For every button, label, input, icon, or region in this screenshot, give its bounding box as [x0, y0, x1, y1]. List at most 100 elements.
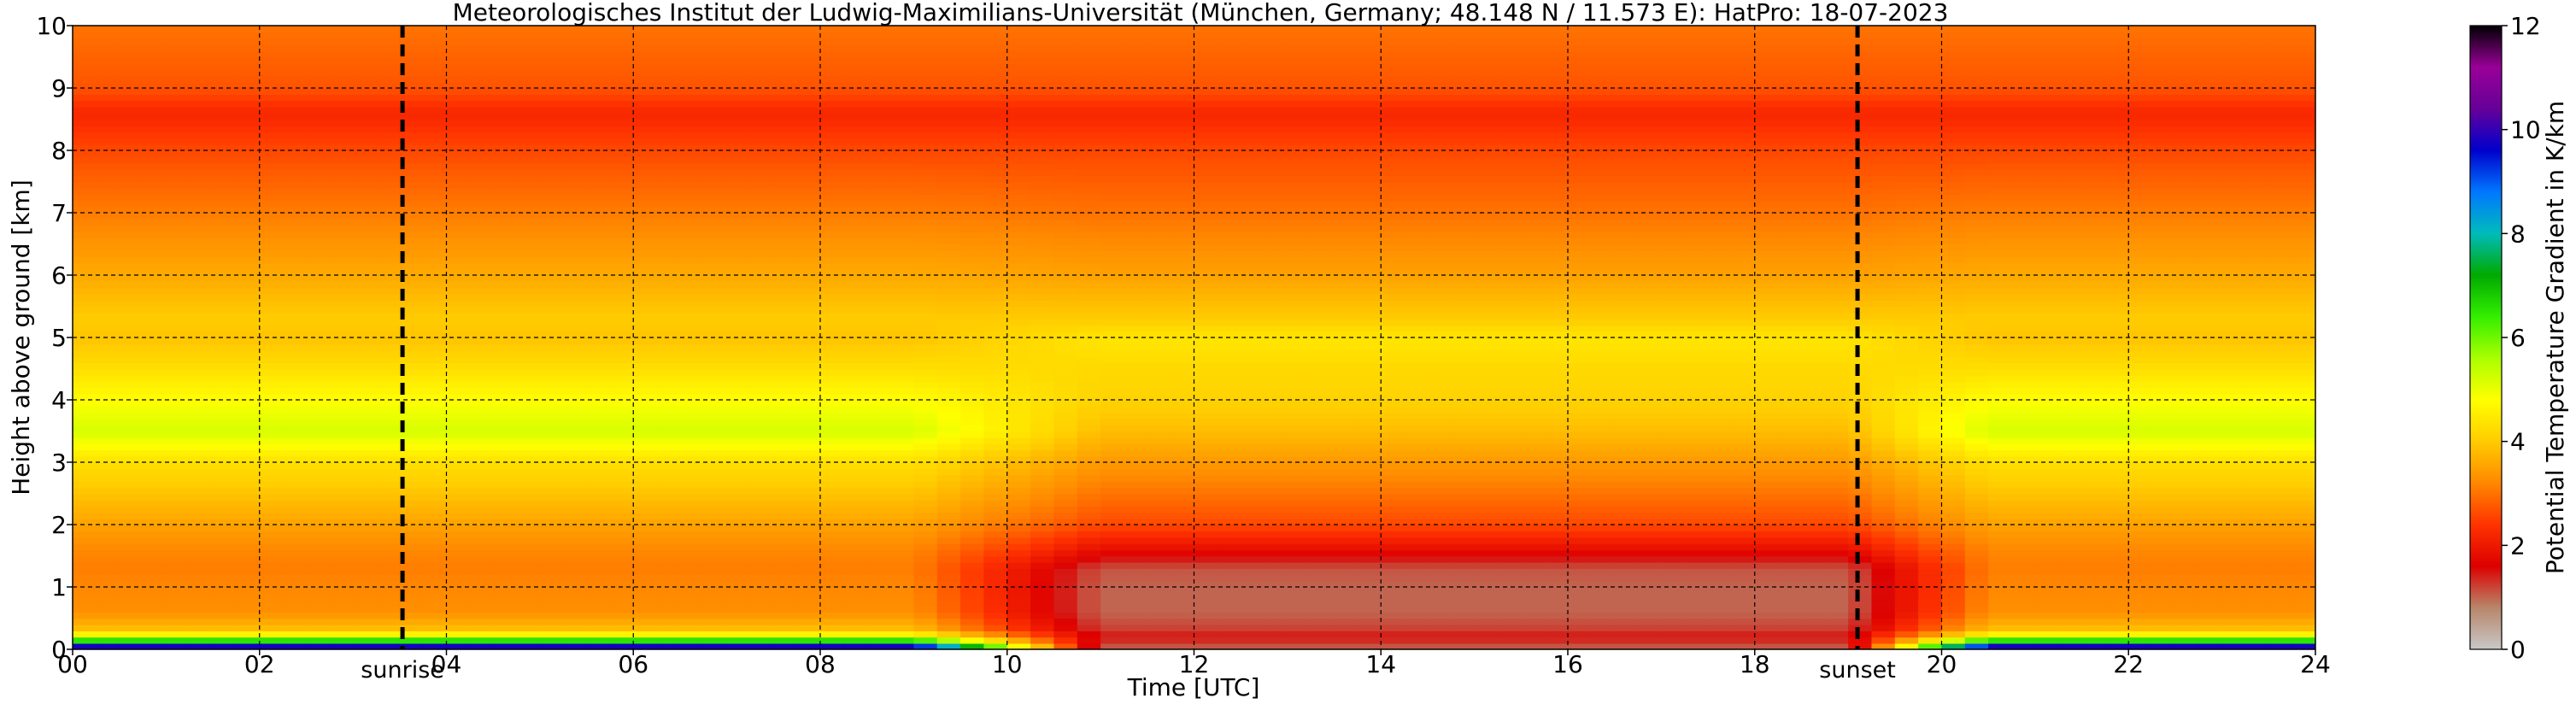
heatmap-cell — [353, 100, 378, 108]
heatmap-cell — [329, 268, 354, 276]
heatmap-cell — [633, 293, 658, 301]
heatmap-cell — [539, 555, 565, 563]
heatmap-cell — [353, 187, 378, 195]
heatmap-cell — [890, 88, 915, 96]
heatmap-cell — [1147, 138, 1171, 145]
heatmap-cell — [1030, 75, 1055, 83]
heatmap-cell — [1030, 362, 1055, 370]
heatmap-cell — [1124, 462, 1148, 470]
heatmap-cell — [633, 580, 658, 588]
heatmap-cell — [1217, 337, 1241, 345]
heatmap-cell — [423, 543, 448, 550]
heatmap-cell — [703, 94, 728, 102]
heatmap-cell — [609, 181, 635, 189]
heatmap-cell — [609, 275, 635, 283]
heatmap-cell — [446, 26, 471, 33]
heatmap-cell — [119, 349, 144, 357]
heatmap-cell — [236, 175, 261, 183]
heatmap-cell — [399, 243, 424, 251]
heatmap-cell — [866, 393, 891, 401]
heatmap-cell — [73, 574, 97, 582]
heatmap-cell — [843, 275, 868, 283]
heatmap-cell — [703, 238, 728, 245]
heatmap-cell — [656, 574, 681, 582]
heatmap-cell — [679, 94, 705, 102]
heatmap-cell — [726, 343, 751, 351]
heatmap-cell — [119, 525, 144, 532]
heatmap-cell — [73, 200, 97, 208]
heatmap-cell — [73, 468, 97, 476]
heatmap-cell — [143, 387, 167, 395]
heatmap-cell — [166, 431, 191, 438]
heatmap-cell — [259, 431, 284, 438]
heatmap-cell — [423, 168, 448, 176]
heatmap-cell — [703, 406, 728, 414]
heatmap-cell — [236, 431, 261, 438]
heatmap-cell — [890, 213, 915, 220]
heatmap-cell — [1030, 381, 1055, 389]
heatmap-cell — [306, 69, 331, 77]
heatmap-cell — [586, 531, 611, 538]
heatmap-cell — [960, 468, 985, 476]
heatmap-cell — [189, 256, 214, 264]
heatmap-cell — [1171, 262, 1195, 270]
heatmap-cell — [143, 150, 167, 158]
heatmap-cell — [119, 537, 144, 544]
heatmap-cell — [586, 262, 611, 270]
heatmap-cell — [703, 88, 728, 96]
heatmap-cell — [1217, 94, 1241, 102]
heatmap-cell — [119, 412, 144, 419]
heatmap-cell — [469, 100, 494, 108]
heatmap-cell — [843, 337, 868, 345]
heatmap-cell — [539, 561, 565, 569]
heatmap-cell — [1030, 106, 1055, 114]
heatmap-cell — [726, 32, 751, 39]
heatmap-cell — [609, 631, 635, 638]
heatmap-cell — [469, 612, 494, 619]
heatmap-cell — [446, 243, 471, 251]
heatmap-cell — [329, 181, 354, 189]
heatmap-cell — [866, 219, 891, 226]
heatmap-cell — [119, 206, 144, 214]
heatmap-cell — [539, 275, 565, 283]
heatmap-cell — [633, 543, 658, 550]
heatmap-cell — [376, 175, 401, 183]
heatmap-cell — [820, 243, 845, 251]
heatmap-cell — [1194, 325, 1218, 332]
heatmap-cell — [143, 474, 167, 482]
heatmap-cell — [446, 156, 471, 164]
heatmap-cell — [1194, 537, 1218, 544]
heatmap-cell — [166, 355, 191, 363]
heatmap-cell — [1100, 243, 1125, 251]
heatmap-cell — [563, 462, 588, 470]
heatmap-cell — [516, 412, 541, 419]
heatmap-cell — [1053, 219, 1078, 226]
heatmap-cell — [749, 81, 775, 89]
heatmap-cell — [1053, 106, 1078, 114]
heatmap-cell — [1171, 343, 1195, 351]
heatmap-cell — [1147, 213, 1171, 220]
heatmap-cell — [983, 518, 1008, 525]
heatmap-cell — [633, 162, 658, 170]
heatmap-cell — [493, 94, 518, 102]
heatmap-cell — [820, 231, 845, 238]
heatmap-cell — [539, 568, 565, 576]
heatmap-cell — [259, 631, 284, 638]
heatmap-cell — [259, 312, 284, 320]
heatmap-cell — [703, 387, 728, 395]
heatmap-cell — [633, 300, 658, 308]
heatmap-cell — [1030, 487, 1055, 495]
heatmap-cell — [1171, 593, 1195, 601]
heatmap-cell — [936, 561, 961, 569]
heatmap-cell — [726, 187, 751, 195]
heatmap-cell — [353, 418, 378, 425]
heatmap-cell — [656, 194, 681, 202]
heatmap-cell — [1030, 531, 1055, 538]
heatmap-cell — [633, 449, 658, 457]
heatmap-cell — [586, 256, 611, 264]
heatmap-cell — [983, 119, 1008, 126]
heatmap-cell — [890, 612, 915, 619]
heatmap-cell — [913, 281, 938, 289]
heatmap-cell — [1006, 580, 1031, 588]
heatmap-cell — [890, 113, 915, 120]
